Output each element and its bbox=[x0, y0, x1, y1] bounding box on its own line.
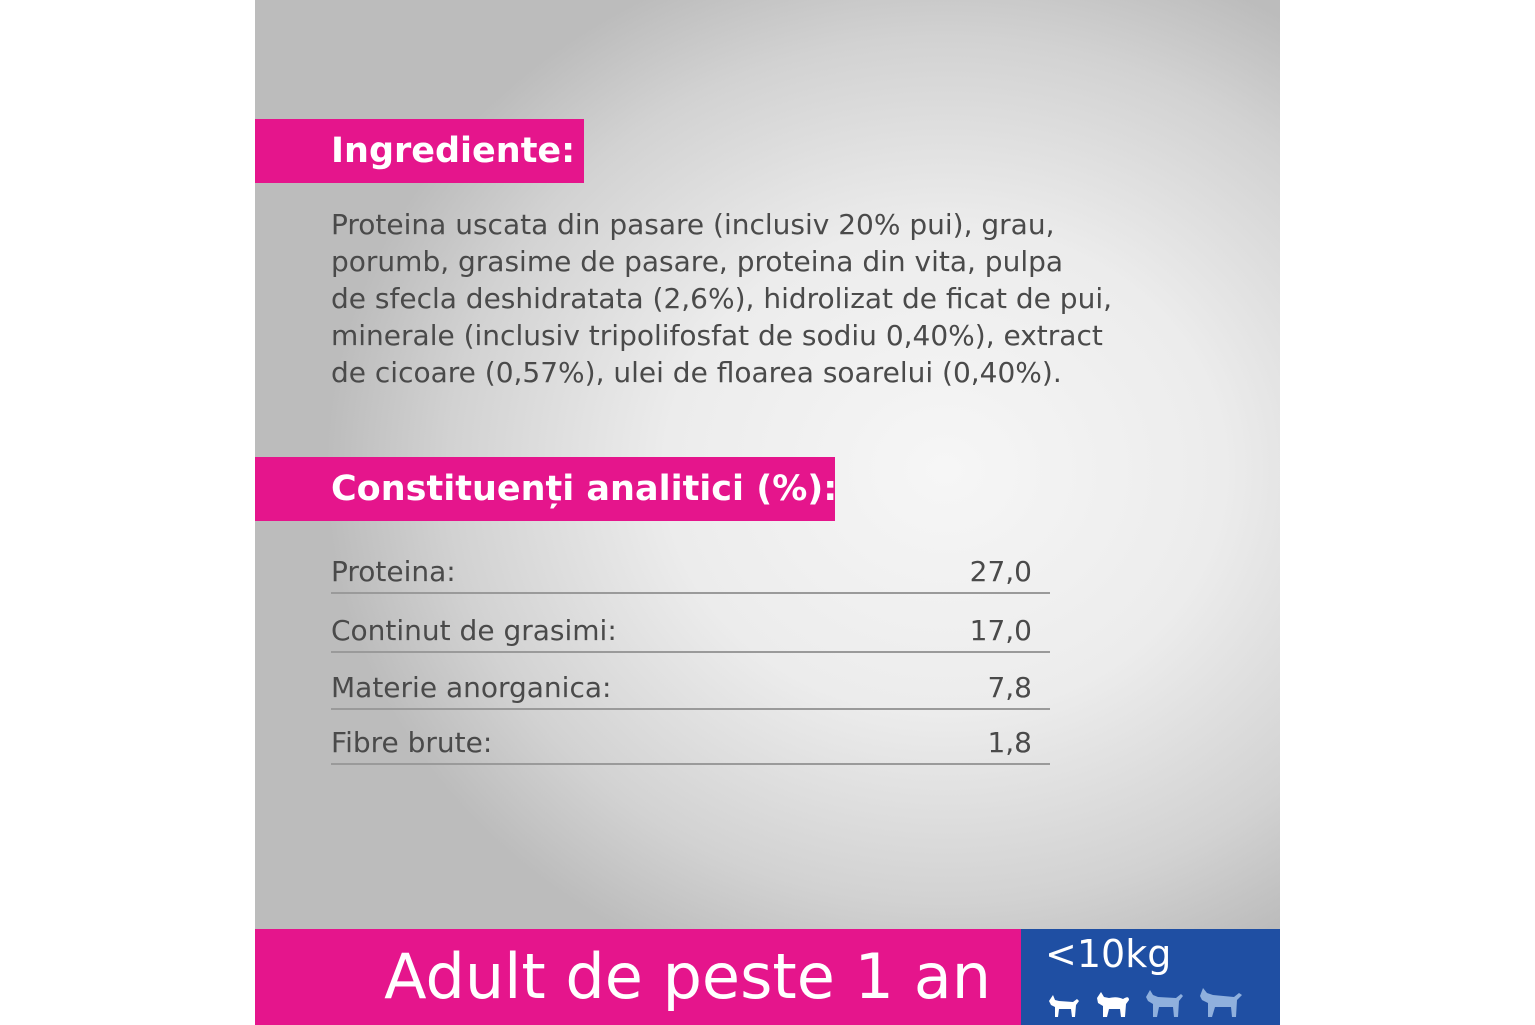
ingredients-heading: Ingrediente: bbox=[255, 119, 584, 183]
age-banner: Adult de peste 1 an bbox=[255, 929, 1021, 1025]
row-value: 17,0 bbox=[969, 614, 1032, 647]
weight-label: <10kg bbox=[1045, 932, 1172, 976]
ingredients-line: de sfecla deshidratata (2,6%), hidroliza… bbox=[331, 282, 1113, 315]
row-label: Fibre brute: bbox=[331, 726, 493, 759]
analytical-row-fat: Continut de grasimi: 17,0 bbox=[331, 594, 1050, 653]
medium-dog-icon bbox=[1146, 990, 1183, 1017]
analytical-row-ash: Materie anorganica: 7,8 bbox=[331, 653, 1050, 710]
analytical-row-fibre: Fibre brute: 1,8 bbox=[331, 710, 1050, 765]
small-dog-icon bbox=[1049, 995, 1079, 1017]
ingredients-line: minerale (inclusiv tripolifosfat de sodi… bbox=[331, 319, 1103, 352]
row-value: 27,0 bbox=[969, 555, 1032, 588]
product-info-panel: Ingrediente: Proteina uscata din pasare … bbox=[255, 0, 1280, 1025]
row-label: Materie anorganica: bbox=[331, 671, 612, 704]
row-value: 1,8 bbox=[987, 726, 1032, 759]
ingredients-text: Proteina uscata din pasare (inclusiv 20%… bbox=[331, 206, 1191, 391]
row-value: 7,8 bbox=[987, 671, 1032, 704]
age-label: Adult de peste 1 an bbox=[384, 940, 991, 1013]
ingredients-line: de cicoare (0,57%), ulei de floarea soar… bbox=[331, 356, 1062, 389]
row-label: Continut de grasimi: bbox=[331, 614, 617, 647]
large-dog-icon bbox=[1200, 988, 1242, 1017]
size-banner: <10kg bbox=[1021, 929, 1280, 1025]
fluffy-dog-icon bbox=[1097, 992, 1129, 1017]
analytical-heading: Constituenți analitici (%): bbox=[255, 457, 837, 521]
analytical-row-protein: Proteina: 27,0 bbox=[331, 540, 1050, 594]
dog-size-icons bbox=[1045, 985, 1245, 1019]
ingredients-line: Proteina uscata din pasare (inclusiv 20%… bbox=[331, 208, 1055, 241]
row-label: Proteina: bbox=[331, 555, 456, 588]
ingredients-line: porumb, grasime de pasare, proteina din … bbox=[331, 245, 1064, 278]
